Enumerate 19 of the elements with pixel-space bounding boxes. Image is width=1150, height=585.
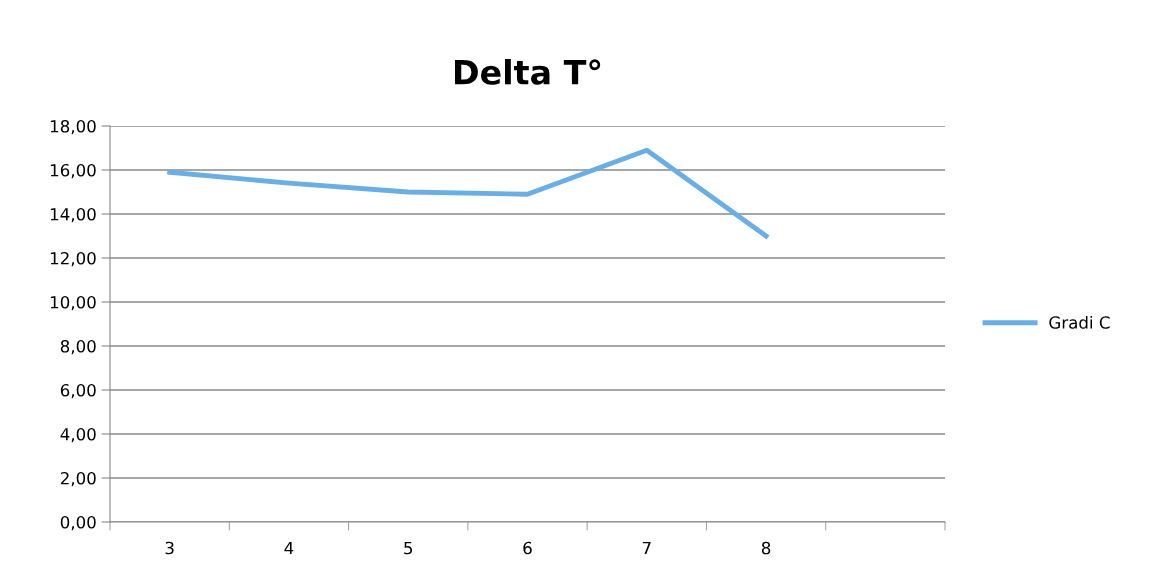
y-tick-label: 2,00 — [60, 471, 96, 487]
y-tick-label: 6,00 — [60, 383, 96, 399]
x-tick-label: 6 — [523, 541, 532, 555]
x-tick-label: 7 — [642, 541, 651, 555]
y-tick-label: 0,00 — [60, 515, 96, 531]
x-tick-label: 8 — [761, 541, 771, 555]
x-tick-label: 4 — [284, 541, 294, 555]
chart-title: Delta T° — [454, 59, 601, 85]
y-tick-label: 16,00 — [50, 163, 96, 179]
line-series — [167, 147, 769, 239]
y-tick-label: 8,00 — [60, 339, 96, 355]
y-tick-label: 12,00 — [50, 251, 96, 267]
legend-label: Gradi C — [1049, 315, 1110, 329]
x-tick-label: 5 — [404, 541, 413, 555]
y-tick-label: 14,00 — [50, 207, 96, 223]
y-tick-label: 4,00 — [60, 427, 96, 443]
x-tick-label: 3 — [165, 541, 174, 555]
y-tick-label: 18,00 — [50, 119, 96, 135]
y-tick-label: 10,00 — [50, 295, 96, 311]
